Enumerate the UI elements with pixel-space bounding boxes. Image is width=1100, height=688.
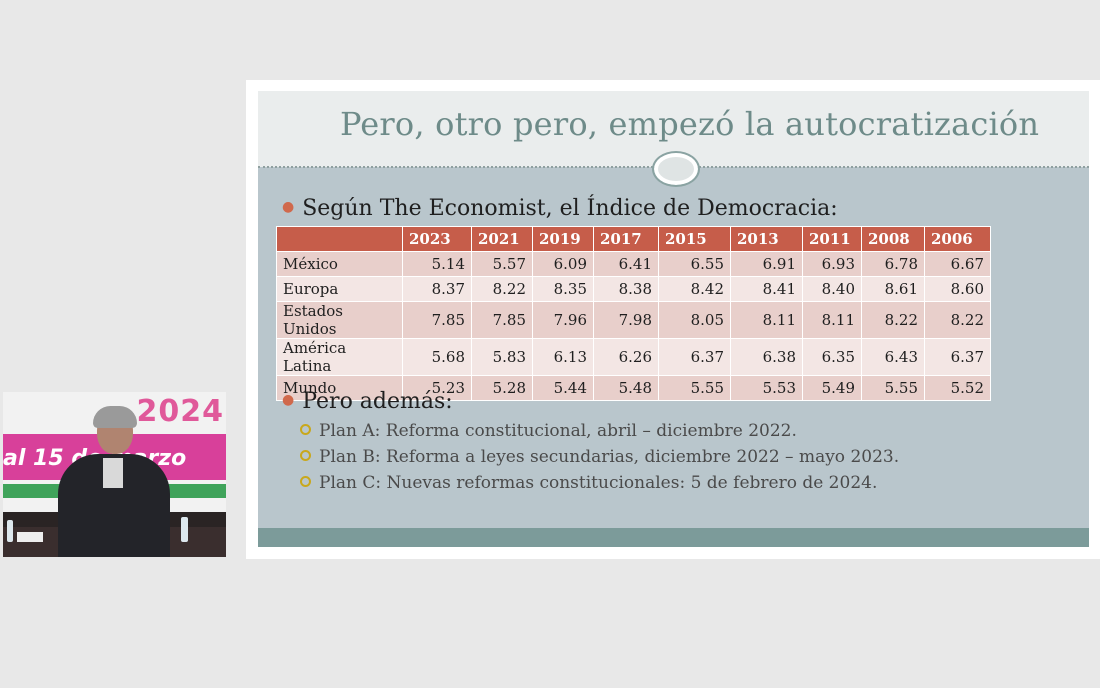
- table-cell: 8.05: [659, 302, 730, 338]
- table-header-cell: [277, 227, 402, 251]
- table-cell: 5.23: [403, 376, 471, 400]
- democracy-index-table: 2023 2021 2019 2017 2015 2013 2011 2008 …: [276, 226, 991, 401]
- table-cell: 6.37: [659, 339, 730, 375]
- table-cell: 8.61: [862, 277, 924, 301]
- table-cell: 7.85: [472, 302, 532, 338]
- table-header-cell: 2013: [731, 227, 802, 251]
- table-cell: 8.38: [594, 277, 658, 301]
- sub-item-plan-a: Plan A: Reforma constitucional, abril – …: [300, 421, 797, 441]
- table-cell: 8.40: [803, 277, 861, 301]
- slide-title: Pero, otro pero, empezó la autocratizaci…: [340, 105, 1040, 143]
- table-row: Europa 8.37 8.22 8.35 8.38 8.42 8.41 8.4…: [277, 277, 990, 301]
- table-cell: 8.22: [862, 302, 924, 338]
- slide: Pero, otro pero, empezó la autocratizaci…: [258, 91, 1089, 547]
- ring-bullet-icon: [300, 424, 311, 435]
- table-cell: 8.35: [533, 277, 593, 301]
- table-cell: 5.57: [472, 252, 532, 276]
- bullet-ademas-text: Pero además:: [302, 389, 453, 414]
- bullet-dot-icon: ●: [282, 199, 295, 215]
- table-cell: 8.60: [925, 277, 990, 301]
- table-cell: 6.37: [925, 339, 990, 375]
- table-cell: 6.38: [731, 339, 802, 375]
- sub-item-text: Plan B: Reforma a leyes secundarias, dic…: [319, 447, 900, 467]
- table-header-cell: 2019: [533, 227, 593, 251]
- table-cell: 5.28: [472, 376, 532, 400]
- sub-item-text: Plan C: Nuevas reformas constitucionales…: [319, 473, 878, 493]
- sub-item-text: Plan A: Reforma constitucional, abril – …: [319, 421, 797, 441]
- table-cell: 7.85: [403, 302, 471, 338]
- name-card: [17, 532, 43, 542]
- table-cell: 6.13: [533, 339, 593, 375]
- table-cell: 7.98: [594, 302, 658, 338]
- speaker-shirt: [103, 458, 123, 488]
- water-bottle-left: [7, 520, 13, 542]
- ring-bullet-icon: [300, 476, 311, 487]
- table-cell: 5.55: [659, 376, 730, 400]
- water-bottle-right: [181, 517, 188, 542]
- table-cell: 6.09: [533, 252, 593, 276]
- table-cell: 8.11: [803, 302, 861, 338]
- table-cell: 5.48: [594, 376, 658, 400]
- slide-bottom-bar: [258, 528, 1089, 547]
- table-cell: 5.14: [403, 252, 471, 276]
- table-cell: 7.96: [533, 302, 593, 338]
- table-cell: 6.93: [803, 252, 861, 276]
- table-cell: 6.26: [594, 339, 658, 375]
- table-row-label: Europa: [277, 277, 402, 301]
- table-header-cell: 2008: [862, 227, 924, 251]
- divider-ornament: [652, 151, 700, 187]
- table-header-cell: 2023: [403, 227, 471, 251]
- sub-item-plan-c: Plan C: Nuevas reformas constitucionales…: [300, 473, 877, 493]
- sub-item-plan-b: Plan B: Reforma a leyes secundarias, dic…: [300, 447, 899, 467]
- table-cell: 5.44: [533, 376, 593, 400]
- table-cell: 6.78: [862, 252, 924, 276]
- table-cell: 6.41: [594, 252, 658, 276]
- table-row-label: Mundo: [277, 376, 402, 400]
- bullet-ademas: ● Pero además:: [282, 389, 453, 414]
- table-cell: 5.52: [925, 376, 990, 400]
- table-row: Mundo 5.23 5.28 5.44 5.48 5.55 5.53 5.49…: [277, 376, 990, 400]
- table-cell: 8.11: [731, 302, 802, 338]
- table-row-label: México: [277, 252, 402, 276]
- table-row: México 5.14 5.57 6.09 6.41 6.55 6.91 6.9…: [277, 252, 990, 276]
- table-row: Estados Unidos 7.85 7.85 7.96 7.98 8.05 …: [277, 302, 990, 338]
- table-cell: 5.83: [472, 339, 532, 375]
- table-cell: 5.53: [731, 376, 802, 400]
- table-cell: 6.67: [925, 252, 990, 276]
- table-cell: 5.68: [403, 339, 471, 375]
- speaker-hair: [93, 406, 137, 428]
- table-cell: 8.41: [731, 277, 802, 301]
- table-cell: 6.35: [803, 339, 861, 375]
- table-cell: 8.42: [659, 277, 730, 301]
- ring-bullet-icon: [300, 450, 311, 461]
- table-cell: 6.43: [862, 339, 924, 375]
- table-header-cell: 2006: [925, 227, 990, 251]
- table-header-cell: 2011: [803, 227, 861, 251]
- table-row-label: Estados Unidos: [277, 302, 402, 338]
- table-header-cell: 2021: [472, 227, 532, 251]
- table-cell: 6.91: [731, 252, 802, 276]
- table-cell: 5.55: [862, 376, 924, 400]
- table-header-cell: 2015: [659, 227, 730, 251]
- presenter-video: 2024 al 15 de marzo: [3, 392, 226, 557]
- table-cell: 8.37: [403, 277, 471, 301]
- bullet-dot-icon: ●: [282, 392, 295, 408]
- table-header-cell: 2017: [594, 227, 658, 251]
- table-cell: 6.55: [659, 252, 730, 276]
- banner-year: 2024: [136, 394, 224, 429]
- table-row: América Latina 5.68 5.83 6.13 6.26 6.37 …: [277, 339, 990, 375]
- table-cell: 8.22: [472, 277, 532, 301]
- table-row-label: América Latina: [277, 339, 402, 375]
- table-cell: 8.22: [925, 302, 990, 338]
- bullet-economist: ● Según The Economist, el Índice de Democ…: [282, 196, 838, 221]
- table-cell: 5.49: [803, 376, 861, 400]
- table-header-row: 2023 2021 2019 2017 2015 2013 2011 2008 …: [277, 227, 990, 251]
- bullet-economist-text: Según The Economist, el Índice de Democr…: [302, 196, 838, 221]
